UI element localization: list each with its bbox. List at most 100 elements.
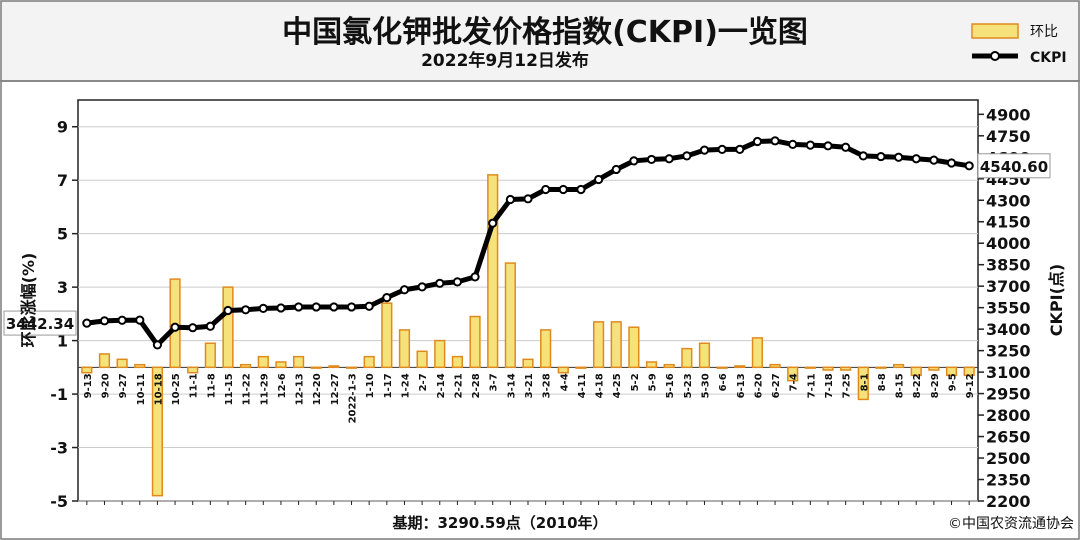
x-tick-label: 8-1 xyxy=(859,373,870,391)
left-tick-label: 3 xyxy=(57,278,68,297)
left-axis-title: 环比涨幅(%) xyxy=(19,253,38,348)
x-tick-label: 5-16 xyxy=(665,373,676,398)
x-tick-label: 9-20 xyxy=(100,373,111,398)
ckpi-point xyxy=(964,161,974,171)
left-tick-label: 9 xyxy=(57,118,68,137)
bar xyxy=(504,262,516,369)
ckpi-point xyxy=(629,156,639,166)
right-tick-label: 2800 xyxy=(986,406,1031,425)
x-tick-label: 2-14 xyxy=(436,373,447,398)
ckpi-point xyxy=(382,293,392,303)
ckpi-point xyxy=(876,151,886,162)
ckpi-point xyxy=(258,303,268,313)
bar xyxy=(469,315,481,369)
right-tick-label: 3700 xyxy=(986,277,1031,296)
x-tick-label: 10-18 xyxy=(153,373,164,405)
bar xyxy=(222,286,234,369)
x-tick-label: 7-4 xyxy=(789,373,800,391)
x-tick-label: 2-28 xyxy=(471,373,482,398)
x-tick-label: 2022-1-3 xyxy=(348,373,359,423)
left-tick-label: -3 xyxy=(50,439,68,458)
ckpi-point xyxy=(311,302,321,312)
ckpi-point xyxy=(946,158,957,168)
right-tick-label: 4000 xyxy=(986,234,1031,253)
right-tick-label: 2650 xyxy=(986,428,1031,447)
bar xyxy=(592,321,605,369)
bar xyxy=(310,366,322,369)
bar xyxy=(963,366,975,377)
x-tick-label: 11-8 xyxy=(206,373,217,398)
ckpi-point xyxy=(170,322,180,332)
x-tick-label: 6-6 xyxy=(718,373,729,391)
legend-bar-swatch xyxy=(971,23,1019,39)
ckpi-point xyxy=(435,278,445,288)
bar xyxy=(610,321,622,369)
base-period-note: 基期：3290.59点（2010年） xyxy=(391,514,607,532)
right-tick-label: 3400 xyxy=(986,320,1031,339)
right-tick-label: 4150 xyxy=(986,213,1031,232)
bar xyxy=(134,363,146,369)
bar xyxy=(892,363,905,369)
x-tick-label: 4-11 xyxy=(577,373,588,398)
ckpi-point xyxy=(699,145,710,155)
ckpi-point xyxy=(205,321,215,331)
bar xyxy=(434,339,446,369)
ckpi-point xyxy=(646,154,657,165)
bar xyxy=(275,361,287,369)
ckpi-point xyxy=(929,155,939,165)
bar xyxy=(522,358,534,369)
x-tick-label: 7-25 xyxy=(842,373,853,398)
x-tick-label: 11-1 xyxy=(189,373,200,398)
x-tick-label: 6-27 xyxy=(771,373,782,398)
ckpi-point xyxy=(576,184,586,195)
x-tick-label: 3-7 xyxy=(489,373,500,391)
ckpi-point xyxy=(276,303,286,313)
ckpi-point xyxy=(805,140,815,150)
ckpi-point xyxy=(770,136,780,146)
bar xyxy=(681,347,693,369)
right-tick-label: 3850 xyxy=(986,256,1031,275)
value-annotations: 3442.34 4540.60 xyxy=(3,153,1051,336)
right-tick-label: 2350 xyxy=(986,471,1031,490)
x-tick-label: 2-7 xyxy=(418,373,429,391)
x-tick-label: 3-21 xyxy=(524,373,535,398)
x-tick-label: 9-27 xyxy=(118,373,129,398)
bar xyxy=(875,366,887,369)
chart-subtitle: 2022年9月12日发布 xyxy=(421,50,589,71)
x-tick-label: 6-13 xyxy=(736,373,747,398)
ckpi-point xyxy=(735,144,745,155)
bar xyxy=(822,366,834,371)
ckpi-point xyxy=(505,194,515,205)
right-axis-ticks: 4900475046004450430041504000385037003550… xyxy=(978,105,1031,511)
bar xyxy=(945,366,958,377)
ckpi-point xyxy=(611,164,621,175)
bar xyxy=(734,365,746,369)
x-axis-ticks: 9-13 9-20 9-27 10-11 10-18 10-25 11-1 11-8 11-15… xyxy=(83,373,976,505)
x-tick-label: 9-13 xyxy=(83,373,94,398)
right-tick-label: 3550 xyxy=(986,299,1031,318)
ckpi-point xyxy=(823,141,833,151)
x-tick-label: 12-27 xyxy=(330,373,341,405)
bar xyxy=(487,174,499,369)
legend-line-label: CKPI xyxy=(1030,50,1067,66)
bar xyxy=(451,355,464,369)
x-tick-label: 5-23 xyxy=(683,373,694,398)
header-band xyxy=(0,0,1080,82)
ckpi-point xyxy=(558,184,568,195)
ckpi-point xyxy=(841,142,851,152)
bar xyxy=(381,302,393,369)
ckpi-point xyxy=(523,194,533,204)
x-tick-label: 4-18 xyxy=(595,373,606,398)
right-tick-label: 3250 xyxy=(986,342,1031,361)
plot-area xyxy=(77,99,979,502)
bar xyxy=(416,350,428,369)
left-tick-label: -1 xyxy=(50,385,68,404)
copyright-note: ©中国农资流通协会 xyxy=(948,516,1074,532)
value-callout-box xyxy=(3,310,77,336)
x-tick-label: 8-22 xyxy=(912,373,923,398)
ckpi-point xyxy=(788,139,798,149)
x-tick-label: 12-6 xyxy=(277,373,288,398)
left-tick-label: 7 xyxy=(57,171,68,190)
left-tick-label: 5 xyxy=(57,225,68,244)
x-tick-label: 12-20 xyxy=(312,373,323,405)
